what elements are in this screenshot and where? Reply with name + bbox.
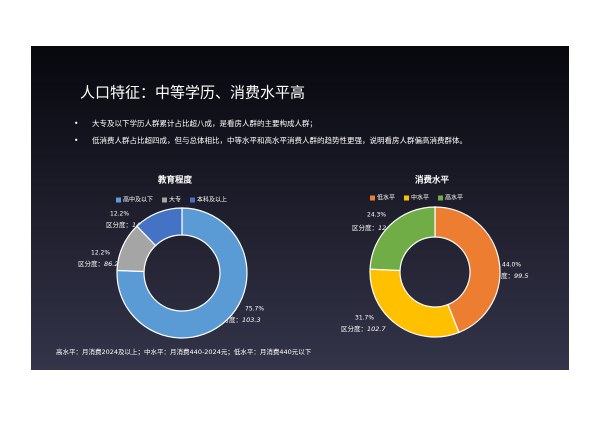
index-prefix: 区分度： [341,324,367,333]
value-label: 24.3% [367,212,386,219]
bullet-dot: • [74,136,78,145]
donut-slice [369,268,460,338]
legend-swatch [370,195,375,201]
value-label: 75.7% [245,306,264,313]
index-value: 102.7 [367,325,386,333]
index-prefix: 区分度： [106,220,132,229]
index-value: 99.5 [514,272,528,280]
value-label: 12.2% [91,250,110,257]
bullet: 低消费人群占比超四成，但与总体相比，中等水平和高水平消费人群的趋势性更强，说明看… [92,135,467,145]
legend-label: 大专 [169,196,181,204]
legend-label: 低水平 [377,194,395,202]
slide-title: 人口特征：中等学历、消费水平高 [80,84,305,102]
footnote: 高水平：月消费2024及以上；中水平：月消费440-2024元；低水平：月消费4… [56,347,312,356]
legend-swatch [116,197,121,203]
index-value: 86.2 [104,260,118,268]
donut-slice [136,207,183,247]
donut-slice [434,206,501,334]
index-label: 区分度：103.3 [216,315,261,324]
legend-label: 高水平 [445,194,463,202]
legend-swatch [190,197,195,203]
donut-slice [369,206,436,272]
bullet-dot: • [74,119,78,128]
index-label: 区分度：99.5 [488,271,528,280]
index-label: 区分度：86.2 [78,259,118,268]
legend-label: 本科及以上 [197,196,227,204]
index-prefix: 区分度： [78,259,104,268]
value-label: 31.7% [355,315,374,322]
index-label: 区分度：102.7 [341,324,386,333]
legend-swatch [404,195,409,201]
value-label: 12.2% [110,211,129,218]
index-prefix: 区分度： [216,315,242,324]
legend-label: 高中及以下 [123,196,153,204]
chart-title: 消费水平 [415,175,450,186]
bullet: 大专及以下学历人群累计占比超八成，是看房人群的主要构成人群； [92,118,317,128]
index-prefix: 区分度： [352,223,378,232]
donut-slice [116,207,248,339]
index-prefix: 区分度： [488,271,514,280]
legend-swatch [162,197,167,203]
value-label: 44.0% [502,262,521,269]
index-value: 103.3 [242,316,261,324]
legend-label: 中水平 [411,194,429,202]
legend-swatch [438,195,443,201]
chart-title: 教育程度 [157,175,193,186]
